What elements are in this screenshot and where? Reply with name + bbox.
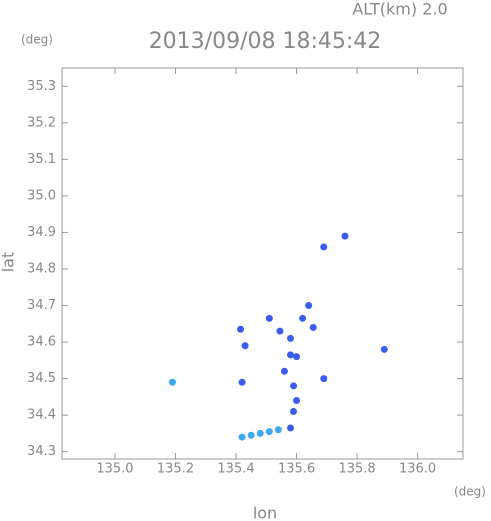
y-tick-label: 34.3 bbox=[27, 444, 56, 459]
echo-point bbox=[274, 426, 282, 434]
echo-point bbox=[293, 397, 301, 405]
echo-point bbox=[238, 378, 246, 386]
y-unit: (deg) bbox=[21, 33, 53, 47]
echo-point bbox=[241, 342, 249, 350]
x-tick-label: 136.0 bbox=[399, 462, 436, 477]
y-tick-label: 35.0 bbox=[27, 188, 56, 203]
echo-point bbox=[280, 367, 288, 375]
echo-point bbox=[341, 232, 349, 240]
x-tick-label: 135.2 bbox=[157, 462, 194, 477]
echo-point bbox=[247, 431, 255, 439]
echo-point bbox=[299, 314, 307, 322]
echo-point bbox=[286, 334, 294, 342]
echo-point bbox=[256, 429, 264, 437]
echo-point bbox=[276, 327, 284, 335]
echo-point bbox=[305, 302, 313, 310]
x-tick-label: 135.6 bbox=[278, 462, 315, 477]
echo-point bbox=[238, 433, 246, 441]
y-tick-label: 34.9 bbox=[27, 225, 56, 240]
x-tick-label: 135.4 bbox=[217, 462, 254, 477]
echo-point bbox=[293, 353, 301, 361]
y-tick-label: 35.2 bbox=[27, 115, 56, 130]
chart-title: 2013/09/08 18:45:42 bbox=[149, 29, 382, 54]
echo-point bbox=[380, 345, 388, 353]
echo-point bbox=[309, 323, 317, 331]
y-tick-label: 34.4 bbox=[27, 408, 56, 423]
x-tick-label: 135.8 bbox=[338, 462, 375, 477]
echo-point bbox=[320, 243, 328, 251]
plot-frame bbox=[61, 67, 464, 460]
echo-point bbox=[286, 351, 294, 359]
x-tick-label: 135.0 bbox=[96, 462, 133, 477]
y-tick-label: 34.5 bbox=[27, 371, 56, 386]
y-tick-label: 34.6 bbox=[27, 335, 56, 350]
echo-point bbox=[168, 378, 176, 386]
echo-point bbox=[237, 325, 245, 333]
y-tick-label: 35.3 bbox=[27, 79, 56, 94]
echo-point bbox=[290, 407, 298, 415]
x-unit: (deg) bbox=[454, 485, 486, 499]
echo-point bbox=[265, 314, 273, 322]
x-axis-label: lon bbox=[253, 504, 277, 521]
y-tick-label: 35.1 bbox=[27, 152, 56, 167]
y-axis-label: lat bbox=[0, 252, 18, 273]
echo-point bbox=[320, 375, 328, 383]
chart-subtitle: ALT(km) 2.0 bbox=[352, 0, 447, 19]
echo-point bbox=[265, 428, 273, 436]
y-tick-label: 34.7 bbox=[27, 298, 56, 313]
echo-point bbox=[290, 382, 298, 390]
y-tick-label: 34.8 bbox=[27, 261, 56, 276]
echo-point bbox=[286, 424, 294, 432]
